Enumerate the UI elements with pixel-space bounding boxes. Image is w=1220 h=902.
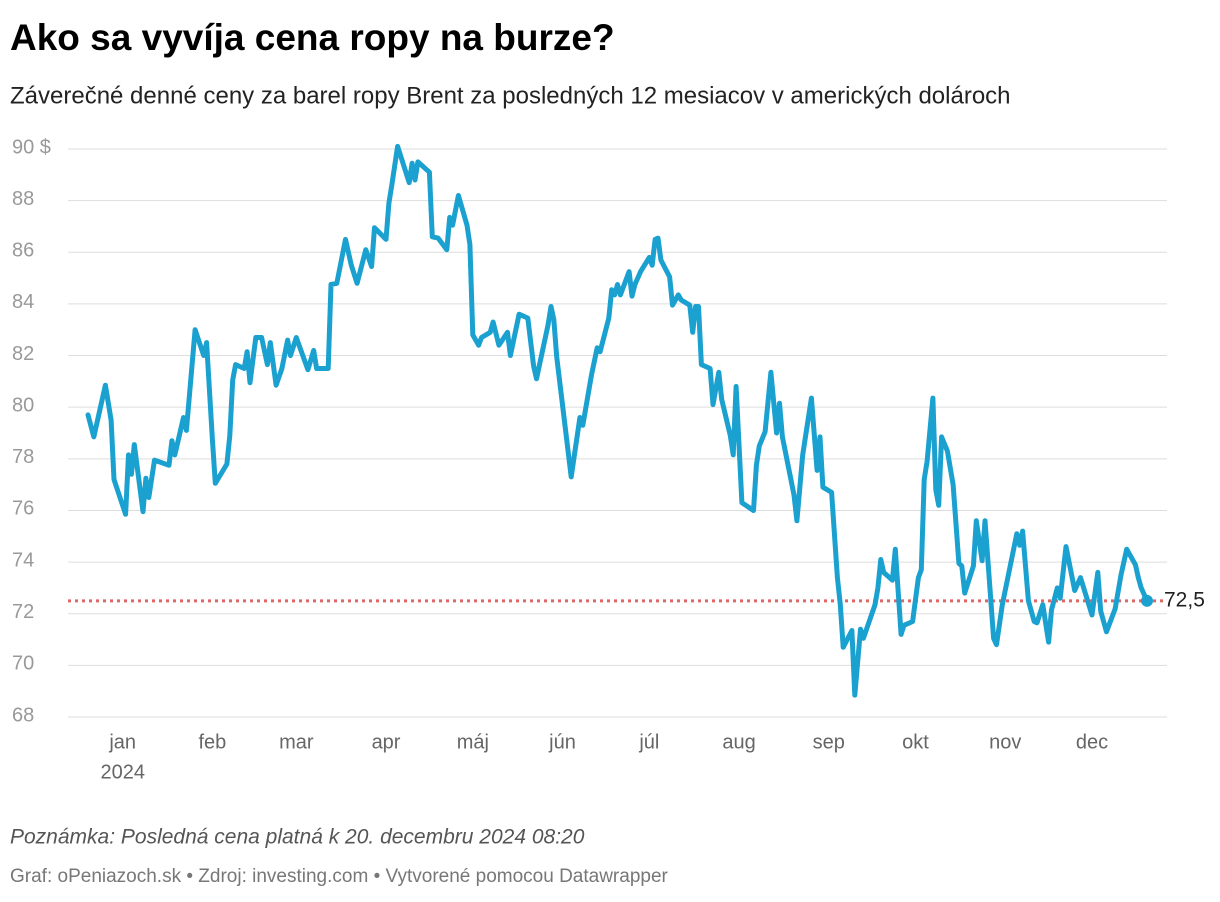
y-tick-label: 90 $ [12,136,51,158]
y-tick-label: 80 [12,394,34,416]
x-tick-label: aug [722,731,755,753]
y-tick-label: 68 [12,704,34,726]
chart-title: Ako sa vyvíja cena ropy na burze? [10,17,615,58]
y-tick-label: 84 [12,291,34,313]
x-year-label: 2024 [100,761,145,783]
y-tick-label: 74 [12,549,34,571]
chart-subtitle: Záverečné denné ceny za barel ropy Brent… [10,82,1011,109]
x-tick-label: okt [902,731,929,753]
x-tick-label: sep [813,731,845,753]
x-tick-label: jan [108,731,136,753]
x-tick-label: feb [199,731,227,753]
footer: Graf: oPeniazoch.sk • Zdroj: investing.c… [10,866,669,887]
y-tick-label: 78 [12,446,34,468]
y-tick-label: 82 [12,343,34,365]
last-point [1141,594,1153,607]
x-tick-label: mar [279,731,314,753]
y-tick-label: 72 [12,601,34,623]
x-tick-label: nov [989,731,1021,753]
y-tick-label: 70 [12,653,34,675]
note: Poznámka: Posledná cena platná k 20. dec… [10,826,585,849]
x-tick-label: jún [548,731,576,753]
x-tick-label: dec [1076,731,1108,753]
y-tick-label: 86 [12,240,34,262]
x-tick-label: apr [372,731,401,753]
y-tick-label: 76 [12,498,34,520]
x-tick-label: máj [457,731,489,753]
x-tick-label: júl [638,731,659,753]
y-tick-label: 88 [12,188,34,210]
price-line [85,143,1150,698]
reference-label: 72,5 [1164,588,1205,611]
